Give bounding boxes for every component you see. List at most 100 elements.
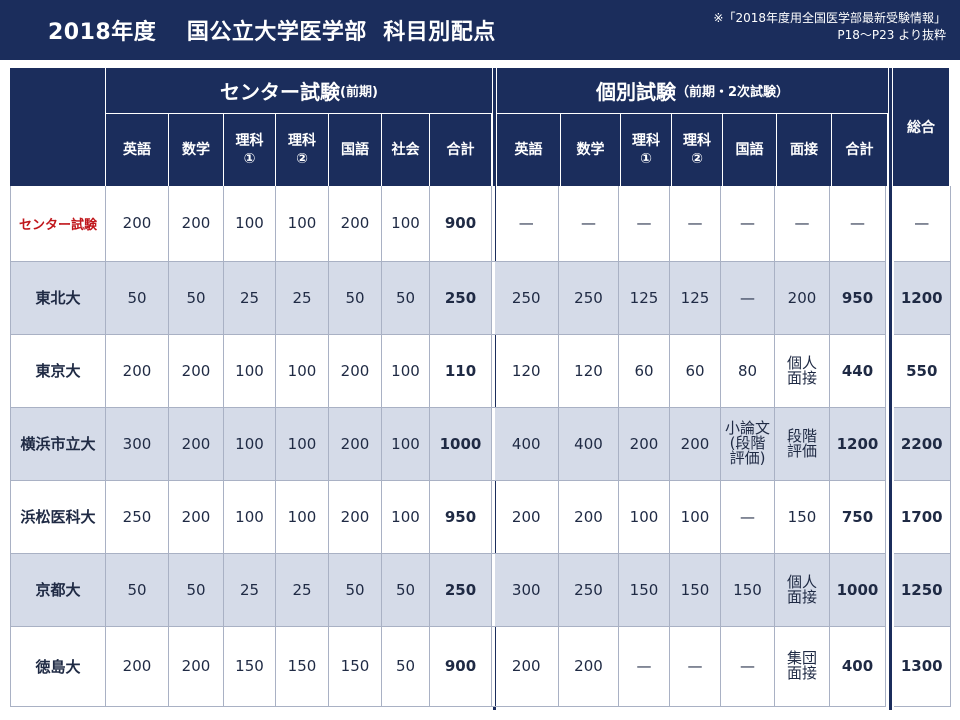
- kobetsu-score-cell: 120: [494, 334, 559, 408]
- center-exam-note: (前期): [340, 85, 378, 100]
- kobetsu-total-cell: —: [829, 186, 886, 262]
- kobetsu-col-header: 国語: [723, 114, 776, 186]
- source-line-2: P18～P23 より抜粋: [837, 28, 946, 42]
- center-score-cell: 100: [275, 407, 329, 481]
- table-row: —: [894, 186, 951, 262]
- center-score-cell: 100: [381, 186, 430, 262]
- group-gap: [491, 480, 495, 554]
- center-total-cell: 900: [429, 626, 492, 707]
- kobetsu-score-cell: —: [618, 186, 670, 262]
- kobetsu-total-cell: 440: [829, 334, 886, 408]
- kobetsu-col-header: 数学: [561, 114, 620, 186]
- overall-total-cell: 1300: [894, 626, 951, 707]
- university-name: 横浜市立大: [10, 407, 106, 481]
- table-row: 1300: [894, 626, 951, 707]
- kobetsu-total-cell: 400: [829, 626, 886, 707]
- kobetsu-score-cell: 60: [618, 334, 670, 408]
- total-divider-line: [889, 68, 892, 710]
- source-line-1: ※「2018年度用全国医学部最新受験情報」: [713, 11, 946, 25]
- table-row: 550: [894, 334, 951, 408]
- center-total-cell: 250: [429, 553, 492, 627]
- kobetsu-score-cell: —: [618, 626, 670, 707]
- kobetsu-score-cell: 250: [558, 261, 619, 335]
- center-total-cell: 950: [429, 480, 492, 554]
- kobetsu-score-cell: 400: [558, 407, 619, 481]
- kobetsu-score-cell: —: [669, 186, 721, 262]
- table-row: 徳島大 200 200 150 150 150 50 900 200 200— — — 集団 面接 400: [10, 626, 886, 707]
- kobetsu-score-cell: 150: [669, 553, 721, 627]
- kobetsu-score-cell: —: [558, 186, 619, 262]
- center-score-cell: 50: [105, 261, 169, 335]
- table-row: 1250: [894, 553, 951, 627]
- kobetsu-score-cell: —: [720, 480, 775, 554]
- row-label-header-corner: [10, 68, 105, 186]
- center-score-cell: 100: [275, 186, 329, 262]
- center-score-cell: 150: [223, 626, 276, 707]
- group-gap: [491, 186, 495, 262]
- center-col-header: 社会: [382, 114, 429, 186]
- center-score-cell: 100: [275, 480, 329, 554]
- group-gap: [491, 407, 495, 481]
- center-score-cell: 200: [105, 626, 169, 707]
- kobetsu-score-cell: —: [720, 261, 775, 335]
- center-total-cell: 900: [429, 186, 492, 262]
- center-score-cell: 200: [328, 407, 382, 481]
- center-score-cell: 50: [168, 553, 224, 627]
- score-table: センター試験 200 200 100 100 200 100 900— — — — — — — 東北大 50 5…: [10, 186, 886, 707]
- kobetsu-score-cell: —: [669, 626, 721, 707]
- kobetsu-total-cell: 1200: [829, 407, 886, 481]
- center-score-cell: 100: [381, 334, 430, 408]
- kobetsu-score-cell: 200: [558, 626, 619, 707]
- overall-total-cell: 2200: [894, 407, 951, 481]
- center-score-cell: 200: [168, 186, 224, 262]
- kobetsu-score-cell: 100: [669, 480, 721, 554]
- center-score-cell: 100: [381, 407, 430, 481]
- kobetsu-score-cell: 集団 面接: [774, 626, 830, 707]
- center-col-header: 英語: [106, 114, 168, 186]
- center-score-cell: 25: [223, 261, 276, 335]
- kobetsu-score-cell: 200: [618, 407, 670, 481]
- kobetsu-score-cell: 120: [558, 334, 619, 408]
- kobetsu-exam-group-header: 個別試験 （前期・2次試験）: [497, 68, 888, 113]
- kobetsu-score-cell: 200: [669, 407, 721, 481]
- center-col-header: 数学: [169, 114, 223, 186]
- center-col-header: 国語: [329, 114, 381, 186]
- kobetsu-score-cell: 300: [494, 553, 559, 627]
- center-score-cell: 200: [328, 480, 382, 554]
- center-score-cell: 250: [105, 480, 169, 554]
- center-score-cell: 100: [223, 407, 276, 481]
- kobetsu-score-cell: 200: [558, 480, 619, 554]
- kobetsu-score-cell: 150: [720, 553, 775, 627]
- center-score-cell: 50: [328, 553, 382, 627]
- center-col-header: 合計: [430, 114, 491, 186]
- table-row: 東京大 200 200 100 100 200 100 110 120 120 60 60 80 個人 面接…: [10, 334, 886, 408]
- overall-total-cell: 550: [894, 334, 951, 408]
- center-score-cell: 100: [223, 186, 276, 262]
- kobetsu-score-cell: 200: [494, 626, 559, 707]
- table-row: 2200: [894, 407, 951, 481]
- title-bar: 2018年度 国公立大学医学部 科目別配点 ※「2018年度用全国医学部最新受験…: [0, 0, 960, 60]
- kobetsu-total-cell: 950: [829, 261, 886, 335]
- university-name: 徳島大: [10, 626, 106, 707]
- kobetsu-score-cell: 100: [618, 480, 670, 554]
- center-score-cell: 200: [168, 626, 224, 707]
- center-score-cell: 50: [328, 261, 382, 335]
- kobetsu-score-cell: —: [774, 186, 830, 262]
- kobetsu-col-header: 英語: [497, 114, 560, 186]
- center-total-cell: 250: [429, 261, 492, 335]
- university-name: 浜松医科大: [10, 480, 106, 554]
- total-column-table: —1200 550 2200 1700 1250 1300: [894, 186, 951, 707]
- center-score-cell: 200: [105, 334, 169, 408]
- kobetsu-score-cell: —: [720, 626, 775, 707]
- kobetsu-col-header: 合計: [832, 114, 887, 186]
- kobetsu-exam-note: （前期・2次試験）: [675, 85, 790, 100]
- table-row: 1700: [894, 480, 951, 554]
- table-row: 京都大 50 50 25 25 50 50 250 300 250 150 150 150 個人 面接 100…: [10, 553, 886, 627]
- total-header: 総合: [893, 68, 949, 186]
- group-gap: [491, 261, 495, 335]
- center-score-cell: 150: [275, 626, 329, 707]
- kobetsu-score-cell: 150: [774, 480, 830, 554]
- kobetsu-col-header: 理科 ①: [621, 114, 671, 186]
- kobetsu-col-header: 面接: [777, 114, 831, 186]
- center-score-cell: 50: [105, 553, 169, 627]
